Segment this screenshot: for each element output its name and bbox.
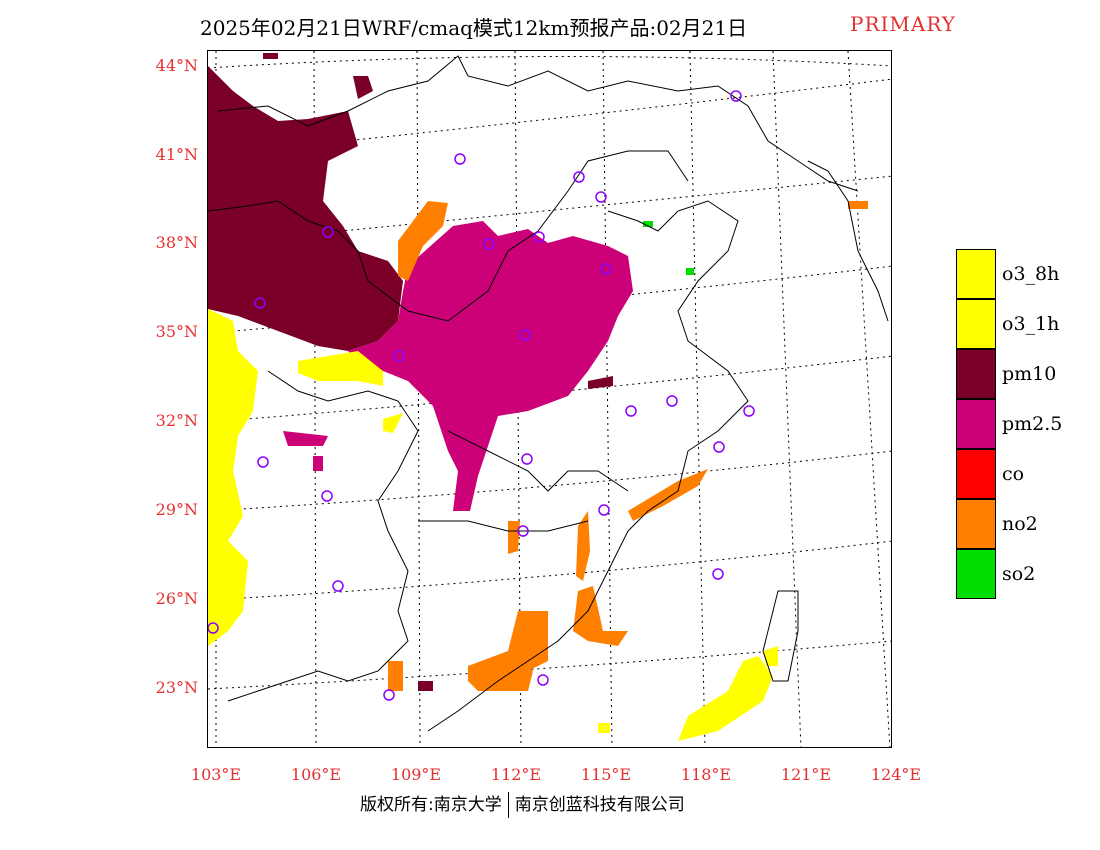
lon-label-124: 124°E [870, 765, 922, 784]
so2-region [643, 221, 694, 275]
legend-swatch-pm10 [956, 349, 996, 399]
lon-label-112: 112°E [490, 765, 542, 784]
legend: o3_8h o3_1h pm10 pm2.5 co no2 so2 [956, 249, 1096, 599]
copyright-right: 南京创蓝科技有限公司 [514, 795, 685, 815]
title-bar: 2025年02月21日WRF/cmaq模式12km预报产品:02月21日 PRI… [0, 10, 1100, 40]
legend-swatch-o3-8h [956, 249, 996, 299]
footer-divider [507, 792, 509, 818]
o3-region [208, 309, 778, 741]
map-canvas [208, 51, 891, 747]
lon-label-109: 109°E [390, 765, 442, 784]
lon-label-106: 106°E [290, 765, 342, 784]
legend-swatch-so2 [956, 549, 996, 599]
legend-label: pm10 [1002, 363, 1057, 385]
legend-swatch-pm25 [956, 399, 996, 449]
legend-label: co [1002, 463, 1025, 485]
lat-label-44: 44°N [155, 56, 198, 75]
legend-label: o3_8h [1002, 263, 1060, 285]
legend-item-o3-1h: o3_1h [956, 299, 1096, 349]
lat-label-38: 38°N [155, 233, 198, 252]
lon-label-118: 118°E [680, 765, 732, 784]
legend-label: so2 [1002, 563, 1036, 585]
lat-label-26: 26°N [155, 589, 198, 608]
legend-label: pm2.5 [1002, 413, 1063, 435]
lat-label-41: 41°N [155, 145, 198, 164]
primary-label: PRIMARY [850, 12, 956, 36]
legend-swatch-o3-1h [956, 299, 996, 349]
boundaries [208, 55, 889, 732]
map-panel[interactable] [207, 50, 892, 748]
copyright-left: 版权所有:南京大学 [360, 795, 502, 815]
lat-label-23: 23°N [155, 678, 198, 697]
lon-label-103: 103°E [190, 765, 242, 784]
legend-swatch-no2 [956, 499, 996, 549]
legend-item-pm25: pm2.5 [956, 399, 1096, 449]
city-markers [208, 90, 755, 701]
map-title: 2025年02月21日WRF/cmaq模式12km预报产品:02月21日 [200, 16, 748, 40]
lon-label-121: 121°E [780, 765, 832, 784]
legend-item-co: co [956, 449, 1096, 499]
lat-label-35: 35°N [155, 322, 198, 341]
copyright-footer: 版权所有:南京大学 南京创蓝科技有限公司 [360, 790, 685, 818]
legend-label: no2 [1002, 513, 1038, 535]
legend-swatch-co [956, 449, 996, 499]
lat-label-32: 32°N [155, 411, 198, 430]
lon-label-115: 115°E [580, 765, 632, 784]
legend-item-pm10: pm10 [956, 349, 1096, 399]
pm10-region [208, 53, 613, 691]
pm25-region [283, 221, 633, 511]
legend-item-o3-8h: o3_8h [956, 249, 1096, 299]
legend-label: o3_1h [1002, 313, 1060, 335]
lat-label-29: 29°N [155, 500, 198, 519]
legend-item-so2: so2 [956, 549, 1096, 599]
no2-region [388, 201, 868, 691]
legend-item-no2: no2 [956, 499, 1096, 549]
